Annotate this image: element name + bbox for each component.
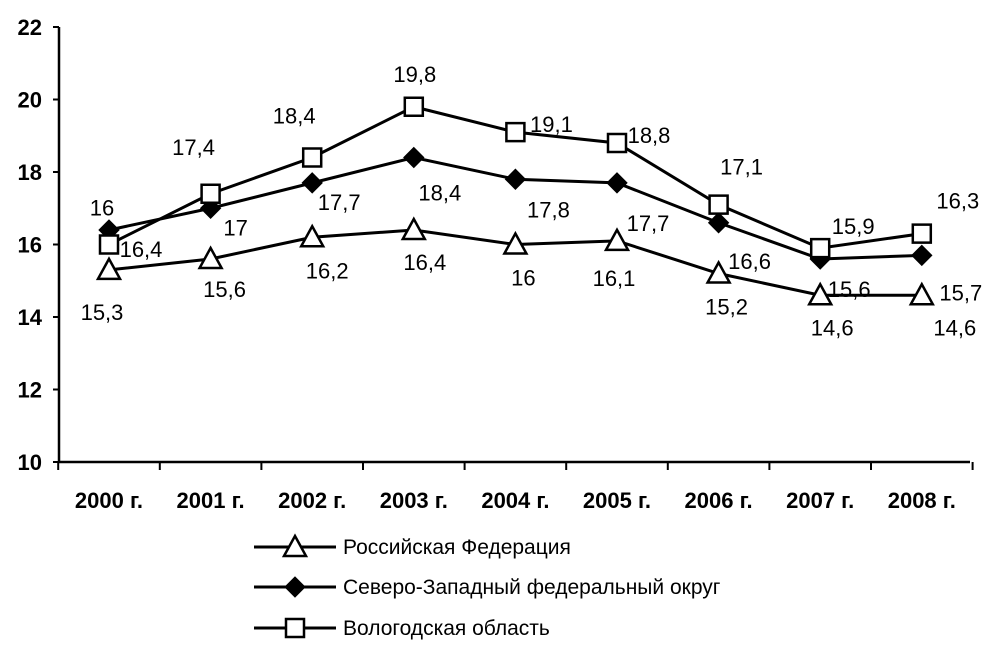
x-tick-labels: 2000 г. 2001 г. 2002 г. 2003 г. 2004 г. 2005 …	[75, 488, 956, 513]
data-label-russia: 15,2	[705, 295, 748, 320]
data-label-vologda-oblast: 17,1	[720, 155, 763, 180]
legend-label: Российская Федерация	[343, 536, 571, 559]
data-label-nw-federal-district: 15,7	[939, 280, 982, 305]
y-tick-label: 12	[18, 378, 42, 403]
y-tick-label: 16	[18, 233, 42, 258]
data-point-vologda-oblast	[606, 132, 628, 154]
data-label-russia: 15,6	[203, 277, 246, 302]
data-label-vologda-oblast: 17,4	[172, 135, 215, 160]
y-tick-labels: 10 12 14 16 18 20 22	[18, 15, 43, 475]
legend-item-vologda-oblast: Вологодская область	[254, 617, 550, 640]
series-markers	[95, 96, 935, 306]
data-label-vologda-oblast: 18,4	[273, 104, 316, 129]
x-tick-label: 2005 г.	[583, 488, 651, 513]
x-tick-label: 2006 г.	[685, 488, 753, 513]
data-label-russia: 16	[511, 266, 535, 291]
data-label-nw-federal-district: 17	[223, 215, 247, 240]
data-point-vologda-oblast	[200, 183, 221, 204]
axes	[53, 26, 974, 470]
x-tick-label: 2002 г.	[278, 488, 346, 513]
legend-marker	[284, 617, 306, 639]
y-tick-label: 18	[18, 160, 42, 185]
data-label-russia: 15,3	[81, 300, 124, 325]
data-point-russia	[299, 223, 326, 248]
x-tick-label: 2003 г.	[380, 488, 448, 513]
data-point-russia	[502, 230, 529, 255]
legend-item-nw-federal-district: Северо-Западный федеральный округ	[254, 576, 721, 599]
data-point-vologda-oblast	[98, 234, 120, 255]
data-point-nw-federal-district	[301, 172, 323, 194]
y-tick-label: 14	[18, 305, 43, 330]
data-point-russia	[807, 281, 834, 306]
y-tick-label: 20	[18, 88, 42, 113]
data-label-nw-federal-district: 18,4	[418, 181, 461, 206]
data-point-russia	[705, 259, 732, 284]
legend: Российская Федерация Северо-Западный феде…	[254, 533, 721, 640]
legend-marker	[284, 576, 306, 598]
x-tick-label: 2008 г.	[888, 488, 956, 513]
data-label-nw-federal-district: 16,6	[728, 249, 771, 274]
data-label-vologda-oblast: 16,3	[936, 189, 979, 214]
data-label-russia: 14,6	[811, 315, 854, 340]
data-label-vologda-oblast: 16	[90, 196, 114, 221]
data-label-nw-federal-district: 15,6	[828, 277, 871, 302]
y-tick-label: 22	[18, 15, 42, 40]
data-label-russia: 16,4	[403, 250, 446, 275]
legend-label: Северо-Западный федеральный округ	[343, 576, 721, 599]
data-label-vologda-oblast: 19,1	[530, 112, 573, 137]
x-tick-label: 2004 г.	[481, 488, 549, 513]
data-point-nw-federal-district	[606, 172, 628, 194]
data-label-nw-federal-district: 17,7	[318, 190, 361, 215]
x-tick-label: 2001 г.	[177, 488, 245, 513]
data-label-russia: 16,1	[593, 266, 636, 291]
data-point-vologda-oblast	[301, 147, 323, 168]
legend-label: Вологодская область	[343, 617, 550, 640]
data-label-russia: 16,2	[306, 258, 349, 283]
data-label-nw-federal-district: 16,4	[120, 237, 163, 262]
data-point-vologda-oblast	[505, 121, 526, 143]
data-point-vologda-oblast	[403, 96, 425, 117]
data-point-vologda-oblast	[708, 194, 729, 215]
x-tick-label: 2007 г.	[786, 488, 854, 513]
data-point-nw-federal-district	[504, 168, 527, 190]
data-label-vologda-oblast: 19,8	[393, 62, 436, 87]
x-tick-label: 2000 г.	[75, 488, 143, 513]
data-label-vologda-oblast: 18,8	[628, 123, 671, 148]
legend-marker	[281, 533, 309, 558]
data-point-nw-federal-district	[911, 244, 933, 267]
data-point-russia	[603, 227, 631, 252]
data-labels: 15,315,616,2 16,416 16,115,214,6 14,616,417…	[81, 62, 983, 341]
data-point-russia	[908, 281, 935, 306]
data-point-vologda-oblast	[809, 237, 831, 259]
data-point-nw-federal-district	[403, 146, 425, 169]
legend-item-russia: Российская Федерация	[254, 533, 571, 559]
data-label-vologda-oblast: 15,9	[832, 214, 875, 239]
data-point-russia	[95, 256, 123, 281]
data-label-nw-federal-district: 17,8	[527, 197, 570, 222]
data-point-russia	[197, 245, 224, 270]
data-point-nw-federal-district	[707, 212, 730, 234]
data-point-vologda-oblast	[911, 223, 933, 244]
data-label-russia: 14,6	[933, 315, 976, 340]
data-label-nw-federal-district: 17,7	[627, 211, 670, 236]
y-tick-label: 10	[18, 450, 42, 475]
data-point-russia	[400, 216, 427, 241]
